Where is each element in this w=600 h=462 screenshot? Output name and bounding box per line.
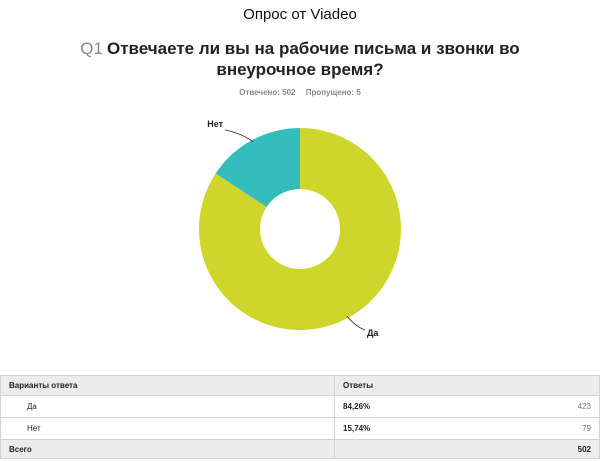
response-stats: Отвечено: 502 Пропущено: 5 bbox=[0, 88, 600, 97]
row-percent: 15,74% bbox=[343, 424, 371, 433]
survey-title: Опрос от Viadeo bbox=[243, 6, 357, 23]
answered-count: Отвечено: 502 bbox=[239, 88, 296, 97]
header-responses: Ответы bbox=[334, 375, 600, 396]
question-title: Q1 Отвечаете ли вы на рабочие письма и зв… bbox=[60, 38, 540, 80]
slice-label-0: Да bbox=[367, 328, 379, 338]
table-row: Да 84,26% 423 bbox=[0, 395, 600, 418]
label-leader-line-1 bbox=[224, 129, 254, 143]
total-label: Всего bbox=[0, 439, 335, 459]
results-table: Варианты ответа Ответы Да 84,26% 423 Нет… bbox=[0, 375, 600, 459]
slice-label-1: Нет bbox=[207, 119, 223, 129]
row-count: 423 bbox=[577, 402, 591, 411]
row-count: 79 bbox=[582, 424, 591, 433]
question-text: Отвечаете ли вы на рабочие письма и звон… bbox=[106, 39, 520, 79]
table-total-row: Всего 502 bbox=[0, 439, 600, 459]
header-choice: Варианты ответа bbox=[0, 375, 335, 396]
total-count: 502 bbox=[577, 444, 591, 454]
pie-slice-0 bbox=[198, 128, 401, 330]
pie-slice-1 bbox=[215, 128, 300, 208]
row-label: Нет bbox=[0, 417, 335, 440]
skipped-count: Пропущено: 5 bbox=[305, 88, 361, 97]
total-values: 502 bbox=[334, 439, 600, 459]
row-values: 84,26% 423 bbox=[334, 395, 600, 418]
table-row: Нет 15,74% 79 bbox=[0, 417, 600, 440]
donut-chart: Да Нет bbox=[198, 119, 401, 338]
table-header-row: Варианты ответа Ответы bbox=[0, 375, 600, 396]
row-percent: 84,26% bbox=[343, 402, 371, 411]
row-values: 15,74% 79 bbox=[334, 417, 600, 440]
question-number: Q1 bbox=[80, 39, 103, 58]
label-leader-line-0 bbox=[346, 315, 366, 331]
row-label: Да bbox=[0, 395, 335, 418]
